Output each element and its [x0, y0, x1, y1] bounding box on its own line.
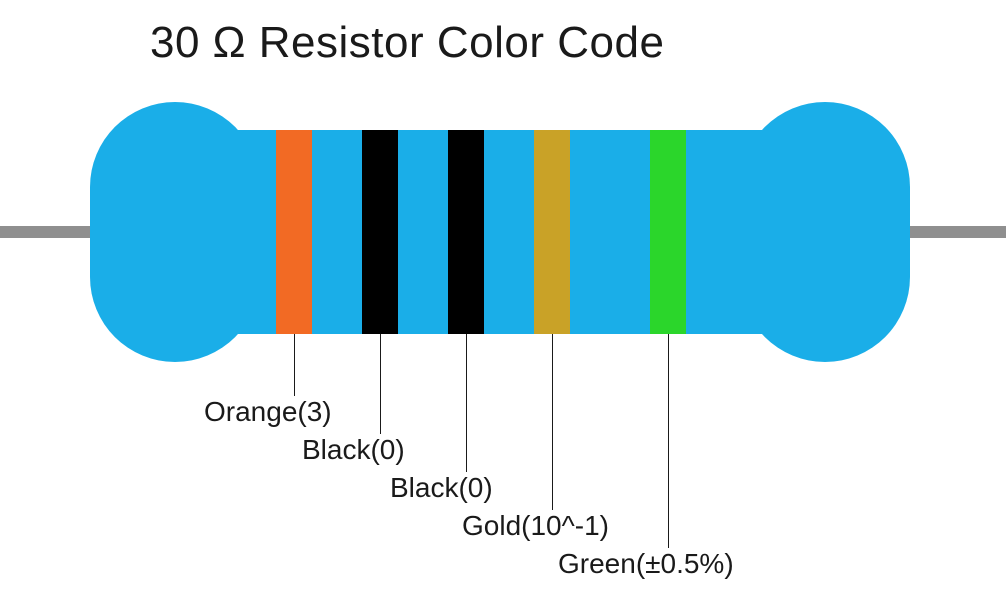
band-0	[276, 130, 312, 334]
band-3	[534, 130, 570, 334]
callout-label-2: Black(0)	[390, 472, 493, 504]
resistor-diagram: 30 Ω Resistor Color Code Orange(3) Black(…	[0, 0, 1006, 607]
resistor-body	[175, 130, 825, 334]
band-1	[362, 130, 398, 334]
callout-line-4	[668, 334, 669, 548]
callout-line-0	[294, 334, 295, 396]
callout-label-4: Green(±0.5%)	[558, 548, 734, 580]
callout-label-0: Orange(3)	[204, 396, 332, 428]
callout-line-1	[380, 334, 381, 434]
callout-label-3: Gold(10^-1)	[462, 510, 609, 542]
callout-line-3	[552, 334, 553, 510]
callout-label-1: Black(0)	[302, 434, 405, 466]
band-4	[650, 130, 686, 334]
diagram-title: 30 Ω Resistor Color Code	[150, 18, 664, 68]
band-2	[448, 130, 484, 334]
callout-line-2	[466, 334, 467, 472]
